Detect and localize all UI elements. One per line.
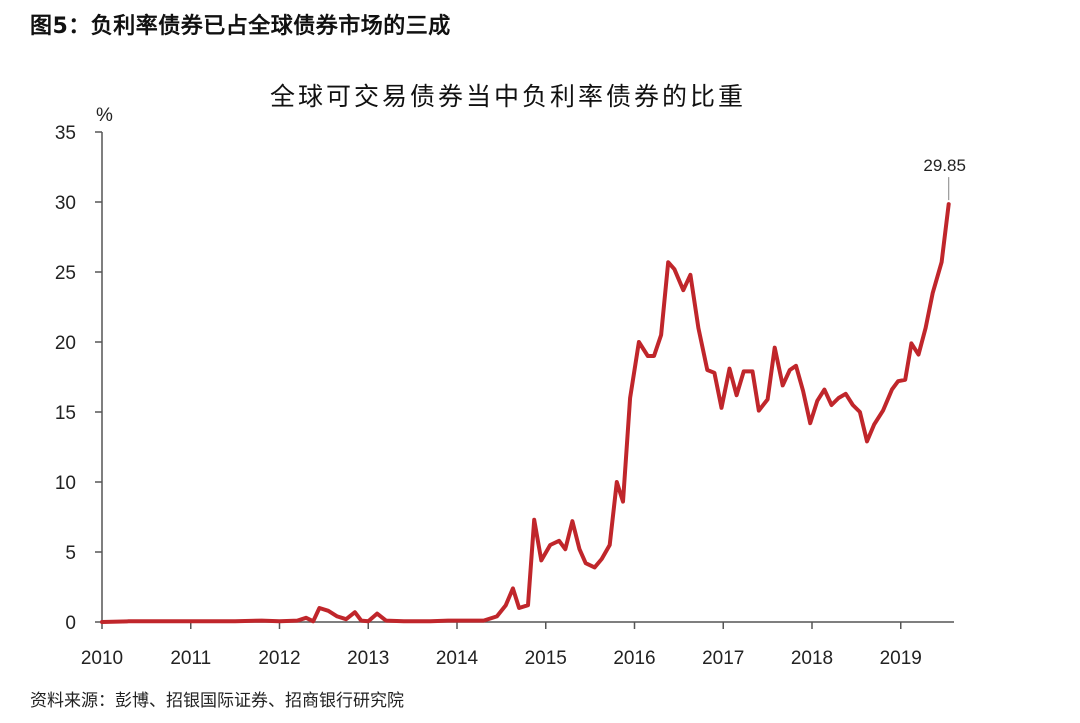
x-tick-label: 2016	[613, 648, 655, 669]
annotation-layer: 29.85	[923, 156, 966, 201]
y-tick-label: 30	[55, 193, 76, 214]
y-tick-label: 15	[55, 403, 76, 424]
y-tick-label: 0	[65, 613, 76, 634]
y-tick-label: 5	[65, 543, 76, 564]
x-tick-label: 2018	[791, 648, 833, 669]
series-line	[100, 202, 951, 624]
x-tick-label: 2017	[702, 648, 744, 669]
y-tick-label: 10	[55, 473, 76, 494]
figure-caption: 图5：负利率债券已占全球债券市场的三成	[30, 14, 451, 39]
y-tick-label: 20	[55, 333, 76, 354]
x-tick-label: 2014	[436, 648, 479, 669]
x-tick-label: 2013	[347, 648, 389, 669]
y-axis: 0 5 10 15 20 25 30 35	[55, 123, 103, 634]
x-tick-label: 2010	[81, 648, 123, 669]
x-tick-label: 2019	[880, 648, 922, 669]
source-note: 资料来源：彭博、招银国际证券、招商银行研究院	[30, 691, 404, 711]
x-tick-label: 2011	[170, 648, 211, 669]
y-tick-label: 35	[55, 123, 76, 144]
series-layer	[100, 202, 951, 624]
x-axis: 2010 2011 2012 2013 2014 2015 2016 2017 2018 2019	[81, 621, 954, 669]
y-axis-unit-label: %	[96, 105, 113, 126]
x-tick-label: 2012	[258, 648, 300, 669]
chart-title: 全球可交易债券当中负利率债券的比重	[270, 82, 746, 111]
annotation-label: 29.85	[923, 156, 966, 175]
x-tick-label: 2015	[525, 648, 567, 669]
y-tick-label: 25	[55, 263, 76, 284]
